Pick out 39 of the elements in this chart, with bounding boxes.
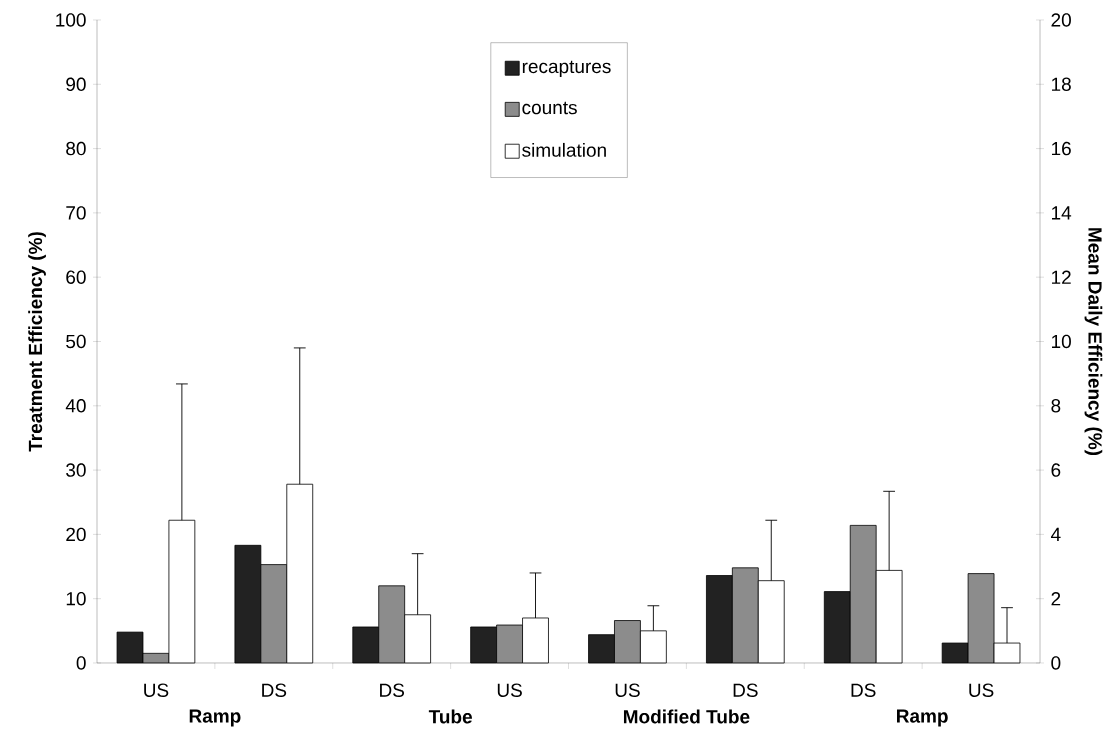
- text: Modified Tube: [623, 709, 750, 724]
- legend-label: counts: [522, 101, 577, 115]
- text: Ramp: [897, 709, 948, 727]
- y2-tick-label: 18: [1052, 77, 1071, 92]
- y-tick-label: 0: [76, 656, 86, 670]
- text: Tube: [428, 709, 472, 724]
- y-tick-label: 10: [66, 591, 86, 606]
- y2-tick-label: 2: [1051, 592, 1061, 606]
- x-tick-label: DS: [851, 683, 876, 697]
- x-tick-label: US: [497, 683, 522, 697]
- y2-tick-label: 4: [1050, 527, 1061, 541]
- y2-tick-label: 0: [1051, 656, 1061, 670]
- y-tick-label: 30: [66, 463, 86, 477]
- x-tick-label: US: [969, 683, 994, 697]
- legend-label: simulation: [522, 142, 606, 157]
- y2-tick-label: 16: [1052, 141, 1071, 156]
- y2-tick-label: 8: [1051, 399, 1061, 413]
- y2-tick-label: 10: [1052, 334, 1071, 349]
- y-tick-label: 20: [66, 527, 86, 542]
- y-tick-label: 80: [66, 141, 86, 156]
- x-tick-label: DS: [380, 683, 405, 697]
- x-tick-label: US: [144, 683, 169, 697]
- y2-tick-label: 6: [1051, 463, 1061, 477]
- y-tick-label: 60: [66, 270, 86, 284]
- y2-tick-label: 12: [1052, 270, 1071, 284]
- x-tick-label: US: [615, 683, 640, 697]
- x-tick-label: DS: [733, 683, 758, 697]
- y2-axis-title: Mean Daily Efficiency (%): [1084, 228, 1103, 456]
- y-tick-label: 70: [66, 206, 86, 220]
- text: Ramp: [189, 709, 241, 727]
- y-tick-label: 90: [66, 77, 86, 92]
- x-tick-label: DS: [262, 683, 287, 697]
- y-tick-label: 100: [56, 13, 86, 27]
- y2-tick-label: 20: [1051, 13, 1071, 27]
- legend-label: recaptures: [522, 60, 611, 77]
- y-axis-title: Treatment Efficiency (%): [28, 232, 46, 452]
- y-tick-label: 50: [66, 334, 86, 349]
- y-tick-label: 40: [65, 399, 86, 413]
- y2-tick-label: 14: [1052, 206, 1072, 220]
